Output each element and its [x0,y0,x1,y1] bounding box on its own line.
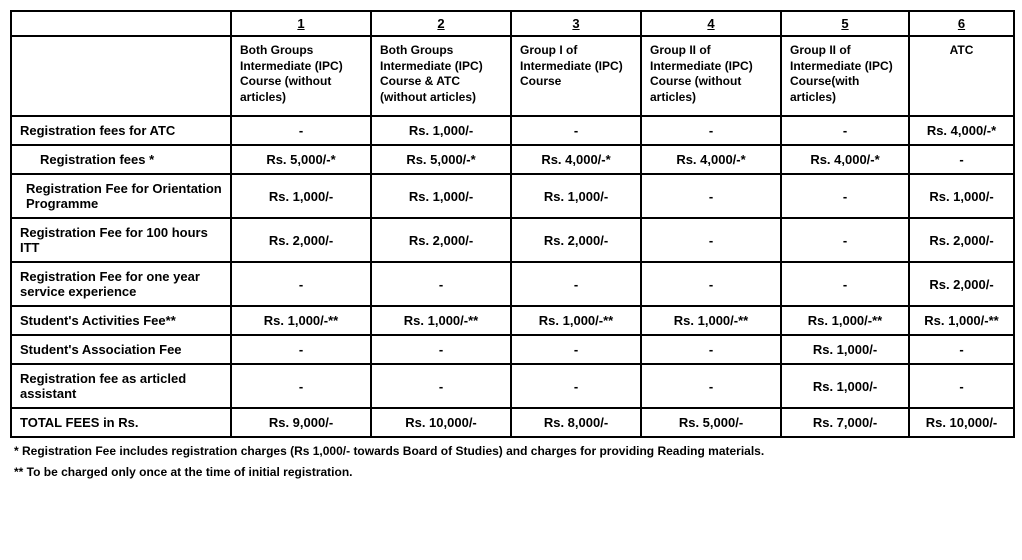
cell: Rs. 5,000/-* [371,145,511,174]
cell: Rs. 4,000/-* [909,116,1014,145]
cell: - [909,335,1014,364]
table-row: Student's Activities Fee**Rs. 1,000/-**R… [11,306,1014,335]
row-label: TOTAL FEES in Rs. [11,408,231,437]
cell: - [511,364,641,408]
col-header-5: Group II of Intermediate (IPC) Course(wi… [781,36,909,116]
cell: - [781,262,909,306]
table-row: Registration Fee for one year service ex… [11,262,1014,306]
cell: - [511,262,641,306]
cell: - [641,262,781,306]
cell: Rs. 1,000/-** [781,306,909,335]
cell: Rs. 2,000/- [909,218,1014,262]
cell: Rs. 2,000/- [231,218,371,262]
col-header-1: Both Groups Intermediate (IPC) Course (w… [231,36,371,116]
row-label: Registration Fee for 100 hours ITT [11,218,231,262]
cell: Rs. 4,000/-* [641,145,781,174]
cell: - [909,145,1014,174]
cell: Rs. 5,000/-* [231,145,371,174]
cell: - [641,218,781,262]
cell: - [781,116,909,145]
cell: Rs. 1,000/-** [231,306,371,335]
row-label: Registration fees * [11,145,231,174]
table-row: Registration fees *Rs. 5,000/-*Rs. 5,000… [11,145,1014,174]
cell: - [641,335,781,364]
table-row: Registration fees for ATC-Rs. 1,000/----… [11,116,1014,145]
cell: - [231,262,371,306]
cell: Rs. 1,000/- [371,174,511,218]
col-num-3: 3 [511,11,641,36]
cell: - [371,335,511,364]
cell: Rs. 1,000/- [371,116,511,145]
col-header-3: Group I of Intermediate (IPC) Course [511,36,641,116]
cell: Rs. 7,000/- [781,408,909,437]
col-num-5: 5 [781,11,909,36]
cell: Rs. 1,000/- [781,335,909,364]
cell: Rs. 10,000/- [909,408,1014,437]
cell: Rs. 2,000/- [371,218,511,262]
table-row: Registration fee as articled assistant--… [11,364,1014,408]
row-label: Registration Fee for one year service ex… [11,262,231,306]
cell: - [781,174,909,218]
cell: Rs. 1,000/- [781,364,909,408]
cell: - [511,116,641,145]
table-row: Student's Association Fee----Rs. 1,000/-… [11,335,1014,364]
col-num-2: 2 [371,11,511,36]
column-header-row: Both Groups Intermediate (IPC) Course (w… [11,36,1014,116]
footnote-1: * Registration Fee includes registration… [10,442,1010,461]
footnotes: * Registration Fee includes registration… [10,442,1010,482]
table-row: Registration Fee for 100 hours ITTRs. 2,… [11,218,1014,262]
row-label: Student's Association Fee [11,335,231,364]
col-num-1: 1 [231,11,371,36]
cell: Rs. 2,000/- [511,218,641,262]
col-header-6: ATC [909,36,1014,116]
cell: Rs. 1,000/-** [371,306,511,335]
cell: - [371,262,511,306]
cell: - [909,364,1014,408]
cell: Rs. 1,000/-** [511,306,641,335]
cell: Rs. 1,000/-** [641,306,781,335]
fees-table: 1 2 3 4 5 6 Both Groups Intermediate (IP… [10,10,1015,438]
cell: Rs. 1,000/- [511,174,641,218]
cell: - [371,364,511,408]
cell: - [641,116,781,145]
row-label: Registration fees for ATC [11,116,231,145]
row-label: Registration Fee for Orientation Program… [11,174,231,218]
cell: - [781,218,909,262]
cell: - [231,364,371,408]
table-row: TOTAL FEES in Rs.Rs. 9,000/-Rs. 10,000/-… [11,408,1014,437]
cell: Rs. 10,000/- [371,408,511,437]
row-label: Registration fee as articled assistant [11,364,231,408]
col-num-4: 4 [641,11,781,36]
col-header-2: Both Groups Intermediate (IPC) Course & … [371,36,511,116]
table-row: Registration Fee for Orientation Program… [11,174,1014,218]
cell: Rs. 4,000/-* [781,145,909,174]
footnote-2: ** To be charged only once at the time o… [10,463,1010,482]
number-header-row: 1 2 3 4 5 6 [11,11,1014,36]
cell: - [511,335,641,364]
blank-corner [11,11,231,36]
cell: Rs. 5,000/- [641,408,781,437]
blank-header [11,36,231,116]
cell: - [231,335,371,364]
cell: - [641,364,781,408]
cell: Rs. 4,000/-* [511,145,641,174]
col-num-6: 6 [909,11,1014,36]
table-body: Registration fees for ATC-Rs. 1,000/----… [11,116,1014,437]
cell: Rs. 1,000/- [909,174,1014,218]
cell: Rs. 1,000/-** [909,306,1014,335]
col-header-4: Group II of Intermediate (IPC) Course (w… [641,36,781,116]
cell: - [641,174,781,218]
cell: Rs. 1,000/- [231,174,371,218]
cell: Rs. 2,000/- [909,262,1014,306]
cell: Rs. 8,000/- [511,408,641,437]
cell: Rs. 9,000/- [231,408,371,437]
cell: - [231,116,371,145]
row-label: Student's Activities Fee** [11,306,231,335]
